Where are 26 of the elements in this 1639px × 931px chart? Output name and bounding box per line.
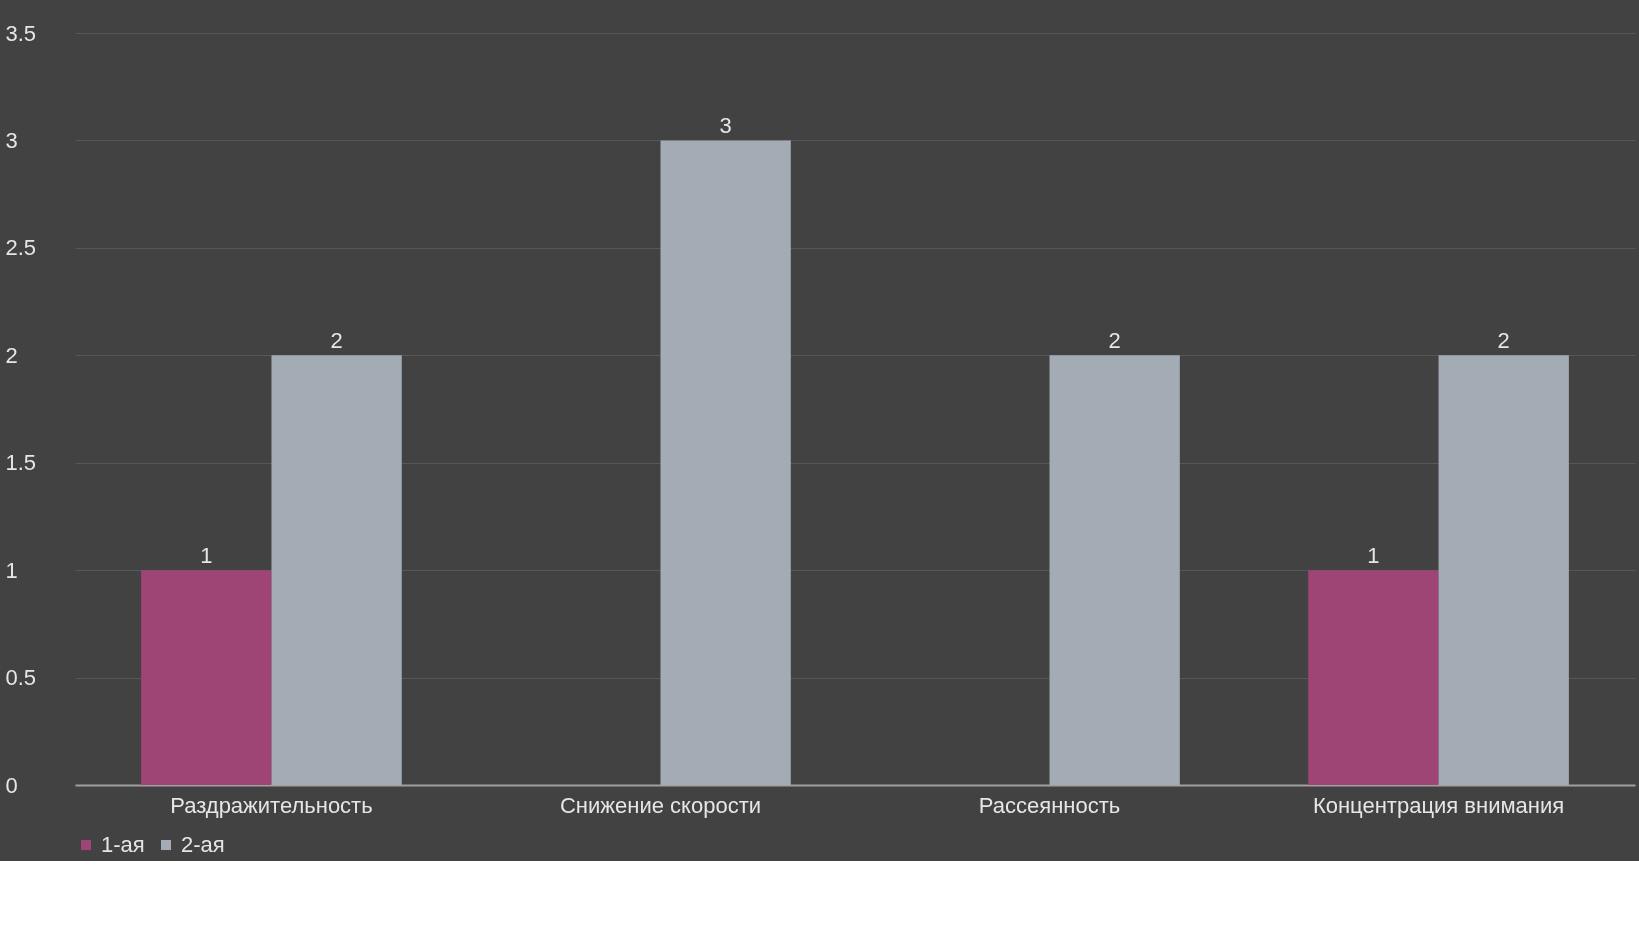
y-tick-label: 1.5 (5, 450, 37, 476)
y-tick-label: 2 (5, 342, 18, 368)
legend-label: 2-ая (181, 832, 225, 857)
bar (1308, 570, 1439, 785)
data-label: 2 (1108, 328, 1121, 354)
bar (141, 570, 272, 785)
x-tick-label: Раздражительность (170, 792, 373, 818)
data-label: 1 (200, 543, 213, 569)
data-label: 3 (719, 113, 732, 139)
x-tick-label: Концентрация внимания (1312, 792, 1565, 818)
bar (660, 140, 791, 785)
data-label: 2 (1497, 328, 1510, 354)
x-tick-label: Рассеянность (978, 792, 1121, 818)
y-tick-label: 3.5 (5, 20, 37, 46)
y-tick-label: 2.5 (5, 235, 37, 261)
y-tick-label: 0.5 (5, 665, 37, 691)
x-tick-label: Снижение скорости (559, 792, 761, 818)
bar (1438, 355, 1569, 785)
bar (1049, 355, 1180, 785)
y-tick-label: 3 (5, 127, 18, 153)
data-label: 1 (1367, 543, 1380, 569)
y-tick-label: 0 (5, 772, 18, 798)
data-label: 2 (330, 328, 343, 354)
y-tick-label: 1 (5, 557, 18, 583)
bar (271, 355, 402, 785)
legend-label: 1-ая (101, 832, 145, 857)
